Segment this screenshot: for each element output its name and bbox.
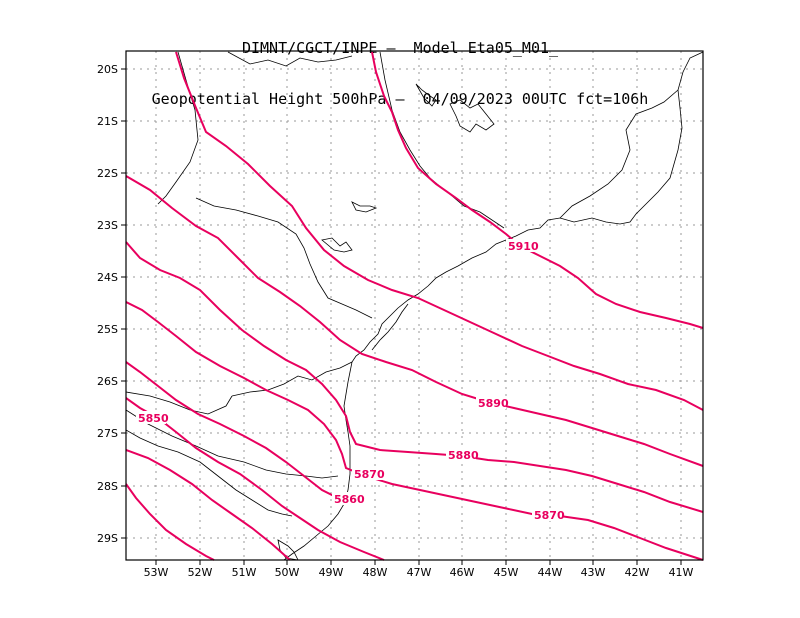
lat-label-21s: 21S: [97, 115, 118, 128]
contour-label-5860: 5860: [334, 493, 365, 506]
lat-label-26s: 26S: [97, 375, 118, 388]
lon-label-44w: 44W: [538, 566, 563, 579]
map-frame: [125, 50, 704, 561]
coastline-brazil: [283, 51, 704, 561]
lon-label-43w: 43W: [581, 566, 606, 579]
label-bg-5890: [476, 396, 506, 409]
lon-label-50w: 50W: [275, 566, 300, 579]
lat-label-27s: 27S: [97, 427, 118, 440]
label-bg-5910: [506, 239, 536, 252]
state-border-pr-sc: [231, 361, 353, 397]
label-bg-5880: [446, 448, 476, 461]
title-line-1: DIMNT/CGCT/INPE – Model Eta05_M01_: [241, 39, 559, 57]
lat-label-20s: 20S: [97, 63, 118, 76]
state-border-mg-rj: [559, 89, 679, 219]
contour-label-5870-a: 5870: [354, 468, 385, 481]
label-bg-5870-b: [532, 508, 562, 521]
contour-label-5910: 5910: [508, 240, 539, 253]
lon-label-41w: 41W: [669, 566, 694, 579]
grid-lines: [126, 51, 703, 560]
state-border-ms-sp: [157, 51, 199, 205]
reservoir-paranapanema: [351, 201, 378, 213]
axis-ticks: [121, 68, 682, 565]
title-line-2: Geopotential Height 500hPa – 04/09/2023 …: [151, 90, 649, 108]
contour-label-5880: 5880: [448, 449, 479, 462]
border-argentina: [125, 429, 293, 517]
lon-labels: 53W 52W 51W 50W 49W 48W 47W 46W 45W 44W …: [144, 566, 694, 579]
chart-title: DIMNT/CGCT/INPE – Model Eta05_M01_ Geopo…: [0, 6, 800, 125]
reservoir-furnas: [449, 99, 495, 133]
contour-lines: [125, 51, 704, 561]
lon-label-46w: 46W: [450, 566, 475, 579]
contour-label-5870-b: 5870: [534, 509, 565, 522]
lon-label-47w: 47W: [407, 566, 432, 579]
lon-label-53w: 53W: [144, 566, 169, 579]
reservoir-tres-marias: [415, 83, 437, 107]
lat-label-22s: 22S: [97, 167, 118, 180]
label-bg-5870-a: [352, 467, 382, 480]
lake-itaipu: [321, 237, 353, 253]
state-border-sc-rs: [125, 391, 339, 479]
lon-label-49w: 49W: [319, 566, 344, 579]
contour-5860: [125, 361, 357, 503]
river-parana: [227, 51, 353, 67]
lon-label-52w: 52W: [188, 566, 213, 579]
lon-label-42w: 42W: [625, 566, 650, 579]
lat-label-24s: 24S: [97, 271, 118, 284]
lon-label-45w: 45W: [494, 566, 519, 579]
lat-label-23s: 23S: [97, 219, 118, 232]
contour-label-5890: 5890: [478, 397, 509, 410]
lat-labels: 20S 21S 22S 23S 24S 25S 26S 27S 28S 29S: [97, 63, 118, 545]
lon-label-48w: 48W: [363, 566, 388, 579]
contour-5890: [125, 175, 704, 467]
state-border-mg-sp: [379, 51, 505, 229]
contour-label-5850: 5850: [138, 412, 169, 425]
lat-label-25s: 25S: [97, 323, 118, 336]
label-bg-5860: [332, 492, 362, 505]
lat-label-28s: 28S: [97, 480, 118, 493]
label-bg-5850: [136, 411, 166, 424]
contour-5910: [371, 51, 704, 329]
state-border-sp-pr: [195, 197, 373, 319]
contour-labels: 5910 5890 5880 5870 5870 5860 5850: [136, 239, 565, 522]
lon-label-51w: 51W: [232, 566, 257, 579]
lat-label-29s: 29S: [97, 532, 118, 545]
contour-5880: [125, 241, 704, 513]
contour-5830: [125, 483, 215, 561]
bay-paranagua: [371, 303, 409, 351]
contour-5870: [125, 301, 704, 561]
contour-5900: [175, 51, 704, 411]
contour-5840: [125, 449, 291, 561]
